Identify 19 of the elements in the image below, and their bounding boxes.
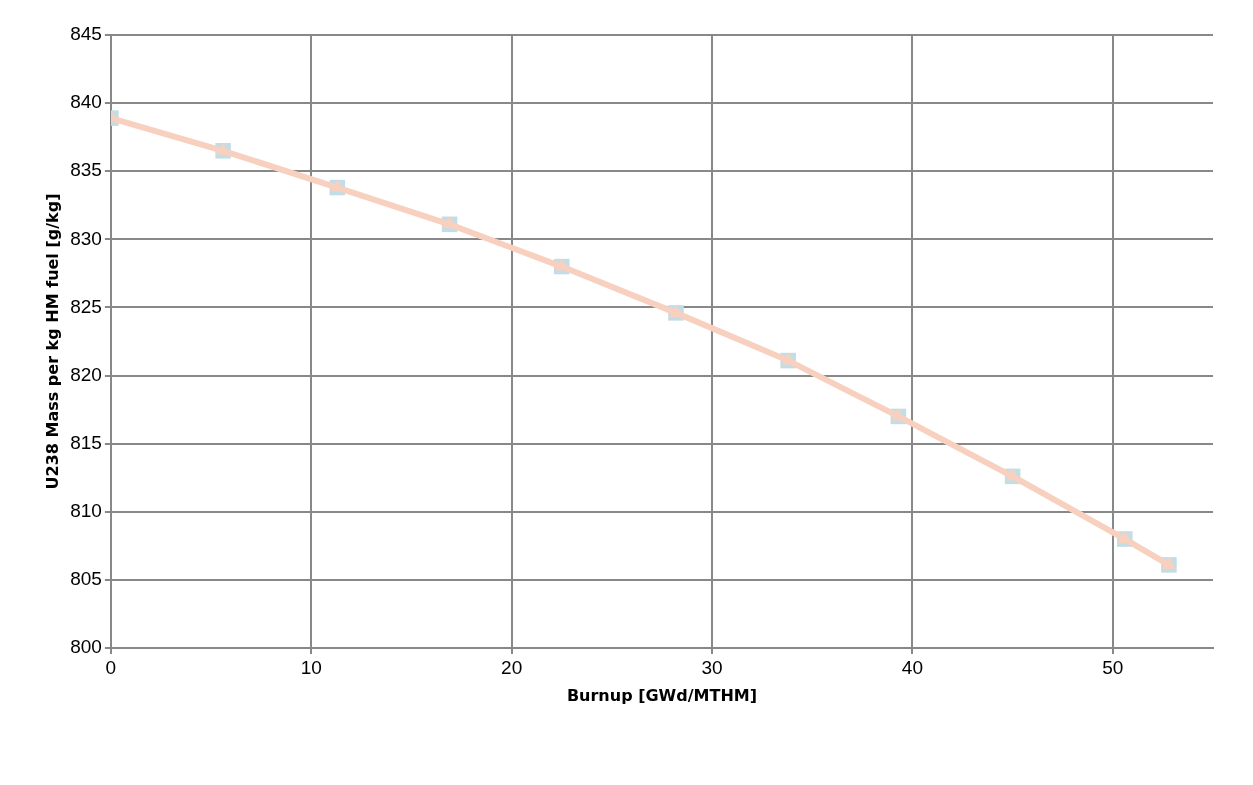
- x-tick-label: 0: [105, 656, 117, 678]
- x-axis-title: Burnup [GWd/MTHM]: [566, 685, 758, 705]
- x-tick-label: 50: [1102, 656, 1124, 678]
- point: [1161, 556, 1176, 569]
- y-axis-title: U238 Mass per kg HM fuel [g/kg]: [42, 193, 62, 490]
- y-tick-label: 845: [70, 23, 102, 45]
- y-tick-label: 810: [70, 500, 102, 522]
- y-tick-label: 840: [70, 91, 102, 113]
- y-tick-label: 805: [70, 568, 102, 590]
- x-tick-label: 40: [901, 656, 923, 678]
- y-tick-label: 830: [70, 227, 102, 249]
- y-tick-label: 825: [70, 295, 102, 317]
- x-tick-label: 10: [300, 656, 322, 678]
- y-tick-label: 815: [70, 431, 102, 453]
- y-tick-label: 835: [70, 159, 102, 181]
- x-tick-label: 30: [701, 656, 723, 678]
- y-tick-label: 800: [70, 636, 102, 658]
- y-tick-label: 820: [70, 363, 102, 385]
- x-tick-label: 20: [501, 656, 523, 678]
